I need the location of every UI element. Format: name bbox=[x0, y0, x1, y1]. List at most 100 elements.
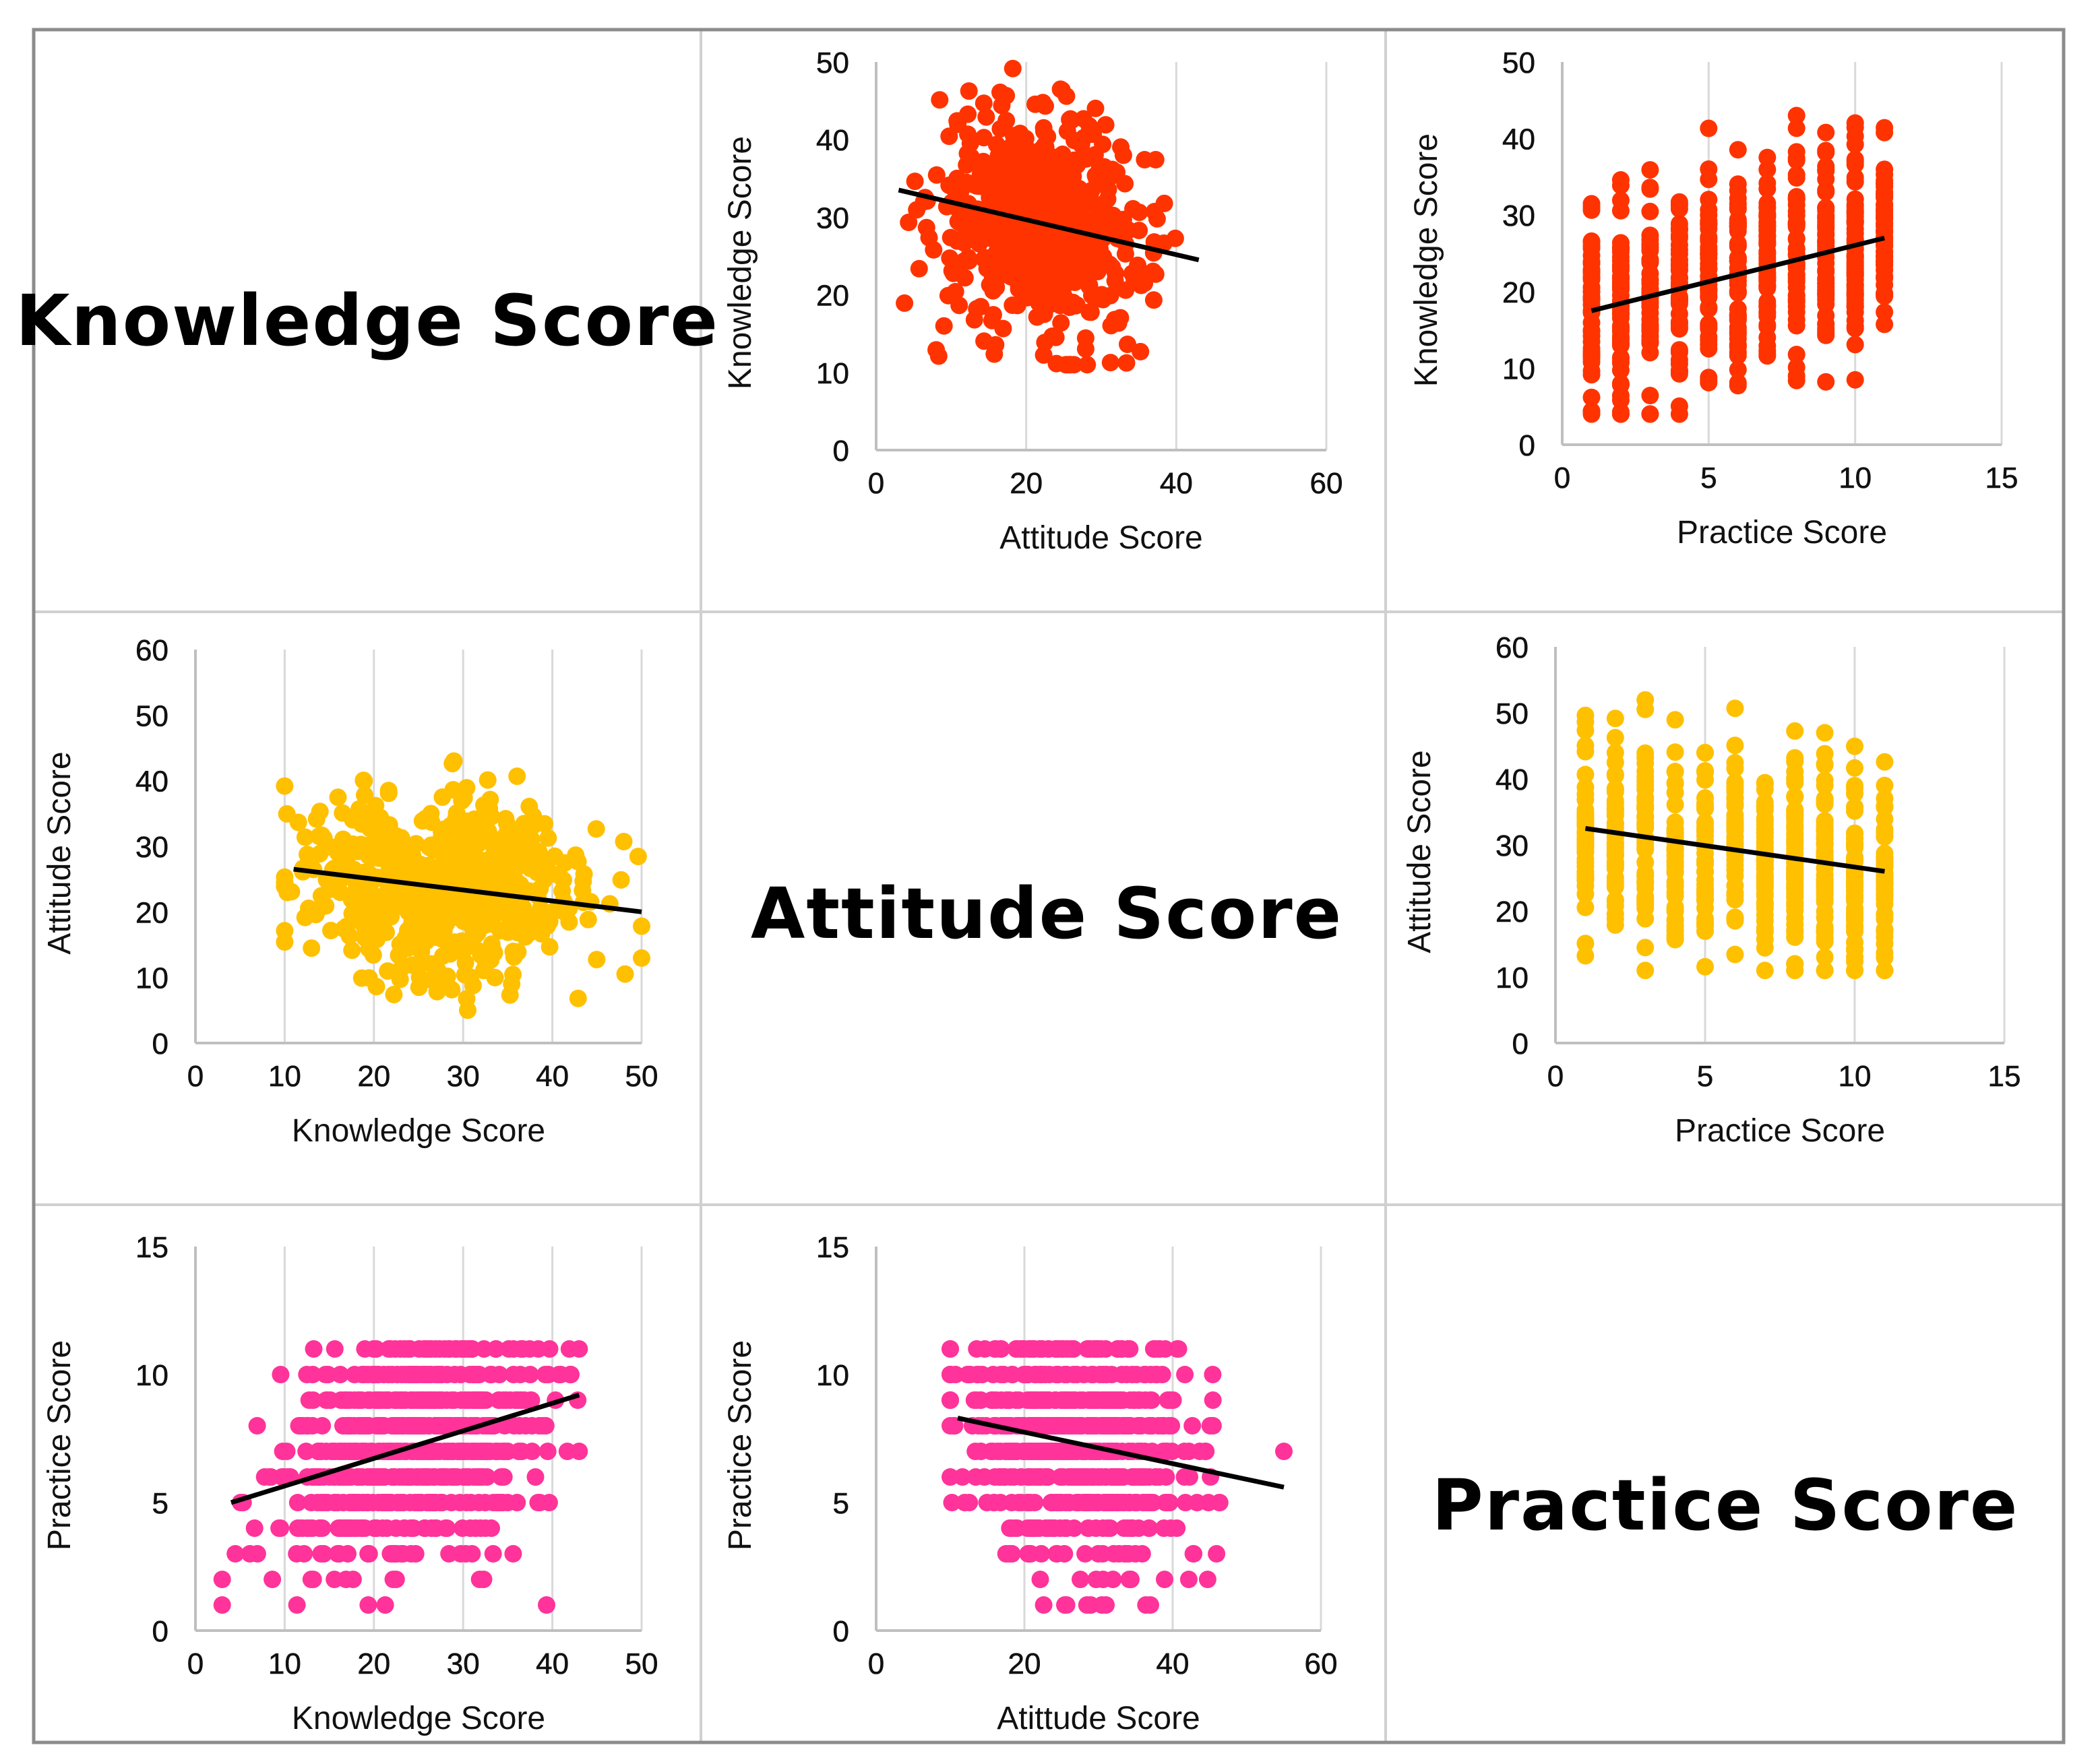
data-point bbox=[1078, 356, 1097, 374]
data-point bbox=[1185, 1545, 1203, 1563]
y-tick-label: 40 bbox=[816, 124, 849, 157]
x-tick-label: 10 bbox=[268, 1647, 301, 1680]
data-point bbox=[1876, 189, 1894, 207]
x-tick-label: 5 bbox=[1700, 462, 1717, 495]
data-point bbox=[1155, 1519, 1173, 1537]
data-point bbox=[385, 986, 403, 1003]
y-tick-label: 20 bbox=[1502, 276, 1535, 309]
scatter-points bbox=[896, 59, 1184, 374]
data-point bbox=[1146, 151, 1165, 168]
data-point bbox=[1124, 200, 1142, 218]
data-point bbox=[359, 1468, 377, 1486]
data-point bbox=[1611, 171, 1630, 189]
data-point bbox=[272, 1366, 290, 1383]
data-point bbox=[1582, 288, 1601, 306]
data-point bbox=[1037, 282, 1055, 300]
data-point bbox=[1700, 317, 1718, 334]
data-point bbox=[1117, 281, 1135, 299]
data-point bbox=[984, 1366, 1002, 1383]
data-point bbox=[1169, 1340, 1187, 1358]
data-point bbox=[1035, 206, 1053, 224]
data-point bbox=[538, 1443, 557, 1460]
data-point bbox=[311, 802, 329, 821]
data-point bbox=[376, 1596, 394, 1614]
data-point bbox=[1183, 1417, 1202, 1435]
data-point bbox=[1117, 354, 1136, 372]
data-point bbox=[1758, 174, 1777, 192]
y-axis-title: Attitude Score bbox=[1402, 750, 1438, 953]
data-point bbox=[379, 1494, 398, 1511]
data-point bbox=[384, 1468, 402, 1486]
data-point bbox=[552, 1366, 569, 1383]
data-point bbox=[531, 880, 549, 897]
data-point bbox=[985, 265, 1004, 284]
data-point bbox=[1816, 948, 1834, 966]
data-point bbox=[966, 1468, 985, 1486]
x-tick-label: 60 bbox=[1305, 1647, 1338, 1680]
data-point bbox=[391, 829, 409, 847]
data-point bbox=[1210, 1494, 1229, 1511]
data-point bbox=[1576, 790, 1595, 809]
data-point bbox=[486, 968, 504, 986]
data-point bbox=[1876, 935, 1894, 953]
data-point bbox=[1846, 866, 1863, 884]
data-point bbox=[1153, 1366, 1171, 1383]
data-point bbox=[1666, 864, 1684, 882]
data-point bbox=[1696, 744, 1714, 762]
data-point bbox=[360, 940, 378, 958]
y-tick-label: 40 bbox=[1502, 123, 1535, 156]
data-point bbox=[1726, 912, 1744, 930]
data-point bbox=[939, 286, 957, 305]
data-point bbox=[350, 800, 368, 818]
data-point bbox=[1123, 1519, 1142, 1537]
x-tick-label: 30 bbox=[447, 1060, 480, 1093]
data-point bbox=[1787, 272, 1806, 290]
y-tick-label: 15 bbox=[816, 1231, 849, 1264]
data-point bbox=[389, 1417, 407, 1435]
data-point bbox=[313, 1519, 332, 1537]
data-point bbox=[1175, 1443, 1194, 1460]
data-point bbox=[379, 782, 398, 800]
data-point bbox=[1636, 691, 1655, 709]
data-point bbox=[1700, 245, 1718, 262]
data-point bbox=[1606, 710, 1624, 728]
data-point bbox=[1026, 1494, 1044, 1511]
data-point bbox=[1817, 157, 1835, 175]
scatter-points bbox=[1576, 691, 1894, 980]
data-point bbox=[334, 804, 352, 822]
data-point bbox=[448, 804, 466, 822]
data-point bbox=[538, 1596, 555, 1614]
data-point bbox=[371, 1391, 389, 1409]
data-point bbox=[387, 1571, 405, 1588]
data-point bbox=[1004, 296, 1022, 314]
y-tick-label: 40 bbox=[135, 765, 168, 798]
data-point bbox=[1726, 699, 1744, 718]
data-point bbox=[1031, 1571, 1049, 1588]
data-point bbox=[470, 1494, 488, 1511]
data-point bbox=[1670, 405, 1688, 423]
data-point bbox=[931, 91, 949, 109]
data-point bbox=[1016, 1340, 1033, 1358]
data-point bbox=[1034, 94, 1052, 112]
data-point bbox=[1144, 291, 1163, 309]
data-point bbox=[299, 846, 316, 864]
data-point bbox=[1666, 823, 1684, 842]
data-point bbox=[1012, 1468, 1030, 1486]
data-point bbox=[311, 898, 330, 916]
data-point bbox=[464, 874, 482, 892]
data-point bbox=[410, 1417, 429, 1435]
data-point bbox=[1611, 375, 1630, 393]
data-point bbox=[1047, 1366, 1066, 1383]
data-point bbox=[954, 1468, 972, 1486]
data-point bbox=[1846, 303, 1864, 321]
data-point bbox=[1641, 315, 1659, 334]
data-point bbox=[452, 1545, 470, 1563]
data-point bbox=[464, 976, 482, 995]
y-tick-label: 15 bbox=[135, 1231, 168, 1264]
data-point bbox=[949, 212, 967, 230]
data-point bbox=[383, 1545, 402, 1563]
data-point bbox=[1846, 119, 1864, 137]
data-point bbox=[991, 120, 1010, 138]
data-point bbox=[304, 1571, 322, 1588]
y-tick-label: 60 bbox=[135, 634, 168, 667]
